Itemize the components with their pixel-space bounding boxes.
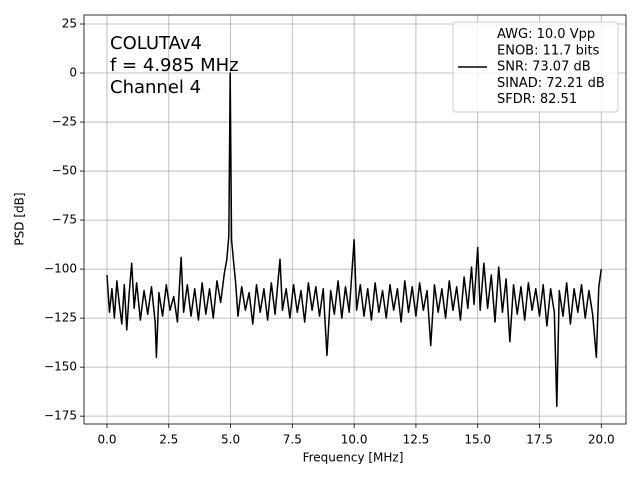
y-tick-label: −100 [44, 262, 77, 276]
y-tick-label: −75 [52, 213, 77, 227]
y-tick-label: −150 [44, 360, 77, 374]
y-tick-label: −25 [52, 115, 77, 129]
y-tick-label: −175 [44, 409, 77, 423]
x-tick-label: 20.0 [588, 433, 615, 447]
x-tick-label: 5.0 [221, 433, 240, 447]
x-tick-label: 12.5 [403, 433, 430, 447]
annotation: f = 4.985 MHz [110, 55, 239, 76]
x-tick-label: 2.5 [159, 433, 178, 447]
y-tick-label: 0 [69, 66, 77, 80]
x-tick-label: 17.5 [526, 433, 553, 447]
x-tick-label: 10.0 [341, 433, 368, 447]
x-tick-label: 15.0 [464, 433, 491, 447]
y-tick-label: −125 [44, 311, 77, 325]
data-line [106, 72, 603, 408]
x-tick-label: 0.0 [97, 433, 116, 447]
legend-label: AWG: 10.0 Vpp ENOB: 11.7 bits SNR: 73.07 d… [497, 27, 605, 107]
legend-box [452, 21, 619, 113]
x-axis-label: Frequency [MHz] [303, 451, 404, 465]
y-tick-label: 25 [62, 17, 77, 31]
x-tick-label: 7.5 [283, 433, 302, 447]
y-tick-label: −50 [52, 164, 77, 178]
plot-frame [83, 14, 627, 425]
annotation: COLUTAv4 [110, 33, 202, 54]
annotation: Channel 4 [110, 77, 201, 98]
y-axis-label: PSD [dB] [13, 192, 27, 245]
